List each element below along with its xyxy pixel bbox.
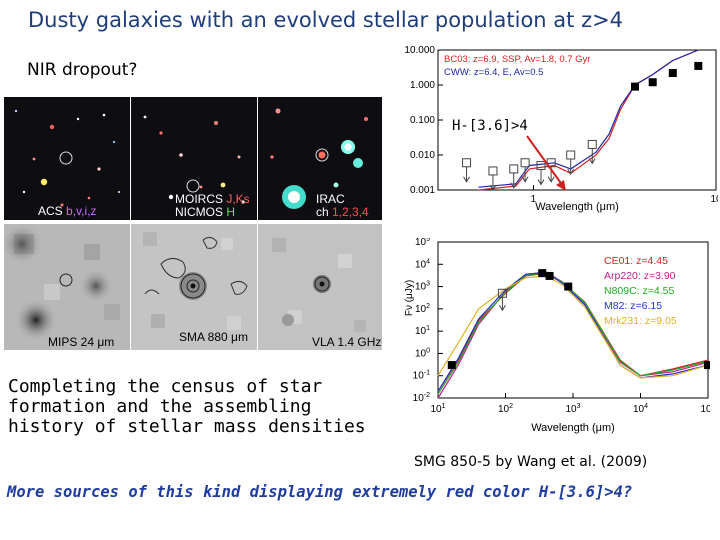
legend-entry: Mrk231: z=9.05 [604, 315, 677, 327]
y-tick-label: 103 [415, 281, 430, 293]
irac-image-cell: IRAC ch 1,2,3,4 [258, 97, 382, 220]
detection-marker [564, 282, 573, 291]
vla-image-cell: VLA 1.4 GHz [258, 224, 382, 350]
vla-label: VLA 1.4 GHz [312, 335, 382, 349]
y-tick-label: 105 [415, 238, 430, 248]
upper-limit-arrowhead [510, 182, 518, 189]
detection-marker [668, 69, 677, 78]
moircs-label: MOIRCS J,Ks NICMOS H [175, 193, 250, 219]
chart-background [390, 238, 710, 438]
acs-image-cell: ACS b,v,i,z [4, 97, 130, 220]
image-mosaic: ACS b,v,i,z MOIRCS J,Ks NICMOS H [4, 97, 382, 350]
legend-entry: N809C: z=4.55 [604, 285, 674, 297]
sma-image [131, 224, 257, 350]
series-line [437, 275, 709, 379]
irac-label-line2: ch 1,2,3,4 [316, 205, 369, 219]
x-tick-label: 105 [700, 403, 710, 415]
detection-marker [704, 361, 710, 370]
x-axis-title: Wavelength (μm) [535, 201, 619, 213]
moircs-label-line1: MOIRCS J,Ks [175, 192, 250, 206]
irac-label: IRAC ch 1,2,3,4 [316, 193, 369, 219]
mips-image [4, 224, 130, 350]
vla-image [258, 224, 382, 350]
y-tick-label: 100 [415, 347, 430, 359]
legend-entry: CE01: z=4.45 [604, 255, 668, 267]
upper-limit-arrowhead [588, 158, 596, 165]
upper-limit-arrowhead [498, 305, 506, 312]
detection-marker [538, 269, 547, 278]
mips-image-cell: MIPS 24 μm [4, 224, 130, 350]
legend-entry: Arp220: z=3.90 [604, 270, 676, 282]
moircs-image [143, 115, 245, 204]
moircs-image-cell: MOIRCS J,Ks NICMOS H [131, 97, 257, 220]
y-tick-label: 0.001 [410, 185, 435, 196]
detection-marker [545, 271, 554, 280]
detection-marker [694, 61, 703, 70]
irac-label-line1: IRAC [316, 192, 345, 206]
x-tick-label: 102 [498, 403, 513, 415]
legend-entry: BC03: z=6.9, SSP, Av=1.8, 0.7 Gyr [444, 54, 590, 65]
upper-limit-arrowhead [567, 168, 575, 175]
y-tick-label: 102 [415, 303, 430, 315]
x-tick-label: 103 [565, 403, 580, 415]
x-tick-label: 101 [430, 403, 445, 415]
sma-image-cell: SMA 880 μm [131, 224, 257, 350]
slide-subtitle: NIR dropout? [27, 60, 138, 80]
detection-marker [447, 361, 456, 370]
y-tick-label: 104 [415, 258, 430, 270]
sma-label: SMA 880 μm [179, 330, 248, 344]
y-tick-label: 10-1 [413, 370, 430, 382]
legend-entry: CWW: z=6.4, E, Av=0.5 [444, 67, 543, 78]
y-tick-label: 0.010 [410, 150, 435, 161]
y-axis-title: Fν (μJy) [404, 280, 415, 316]
moircs-label-line2: NICMOS H [175, 205, 236, 219]
legend-entry: M82: z=6.15 [604, 300, 662, 312]
y-tick-label: 10-2 [413, 392, 430, 404]
upper-limit-box [497, 288, 507, 298]
y-tick-label: 0.100 [410, 115, 435, 126]
mips-label: MIPS 24 μm [48, 335, 115, 349]
detection-marker [631, 82, 640, 91]
acs-image [14, 109, 121, 207]
footer-question: More sources of this kind displaying ext… [7, 483, 633, 501]
acs-label: ACS b,v,i,z [38, 204, 97, 218]
sed-chart-bc03-cww: 10.000 1.000 0.100 0.010 0.001 1 10 BC03: z=6.… [383, 44, 718, 214]
y-tick-label: 10.000 [404, 45, 435, 56]
irac-image [270, 108, 368, 209]
x-tick-label: 104 [633, 403, 648, 415]
y-tick-label: 1.000 [410, 80, 435, 91]
census-text: Completing the census of star formation … [8, 376, 366, 437]
y-tick-label: 101 [415, 325, 430, 337]
x-axis-title: Wavelength (μm) [531, 422, 615, 434]
x-tick-label: 10 [710, 194, 718, 205]
detection-marker [648, 78, 657, 87]
color-callout: H-[3.6]>4 [452, 118, 528, 134]
citation: SMG 850-5 by Wang et al. (2009) [414, 454, 648, 470]
x-tick-label: 1 [531, 194, 537, 205]
upper-limit-arrowhead [463, 176, 470, 183]
upper-limit-arrowhead [489, 184, 497, 191]
slide-title: Dusty galaxies with an evolved stellar p… [28, 8, 624, 32]
